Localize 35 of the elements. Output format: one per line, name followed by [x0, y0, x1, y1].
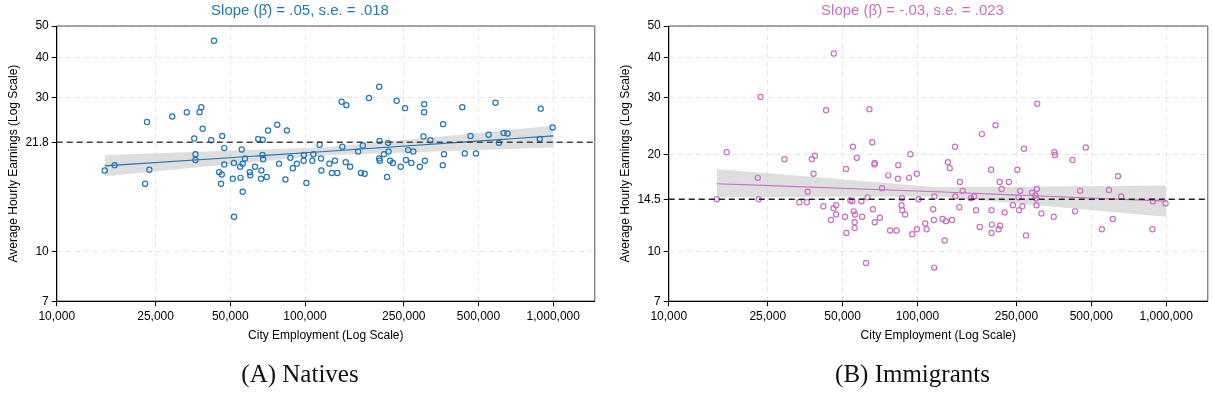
chart-title: Slope (β̂) = .05, s.e. = .018	[211, 1, 389, 19]
text: (A) Natives	[240, 360, 360, 388]
y-tick-label: 7	[654, 293, 662, 308]
y-axis-title: Average Hourly Earnings (Log Scale)	[5, 64, 20, 263]
x-tick-label: 100,000	[895, 308, 940, 323]
y-tick-label: 7	[42, 293, 50, 308]
x-axis-title: City Employment (Log Scale)	[860, 328, 1016, 343]
text: (B) Immigrants	[834, 360, 991, 388]
x-tick-label: 25,000	[749, 308, 787, 323]
x-tick-label: 10,000	[650, 308, 688, 323]
x-tick-label: 1,000,000	[1139, 308, 1194, 323]
y-tick-label: 30	[35, 89, 50, 104]
y-tick-label: 50	[35, 18, 50, 33]
y-tick-label: 40	[647, 49, 662, 64]
x-tick-label: 10,000	[38, 308, 76, 323]
y-tick-label: 40	[35, 49, 50, 64]
x-tick-label: 50,000	[824, 308, 862, 323]
chart-title: Slope (β̂) = -.03, s.e. = .023	[821, 1, 1004, 19]
x-tick-label: 25,000	[137, 308, 175, 323]
x-axis-title: City Employment (Log Scale)	[248, 328, 404, 343]
x-tick-label: 500,000	[1069, 308, 1114, 323]
y-tick-label: 10	[35, 243, 50, 258]
y-tick-label: 10	[647, 243, 662, 258]
y-tick-label: 21.8	[25, 134, 50, 149]
x-tick-label: 50,000	[211, 308, 249, 323]
x-tick-label: 500,000	[456, 308, 501, 323]
y-tick-label: 50	[647, 18, 662, 33]
y-tick-label: 30	[647, 89, 662, 104]
x-tick-label: 250,000	[382, 308, 426, 323]
x-tick-label: 250,000	[994, 308, 1039, 323]
y-tick-label: 14.5	[637, 191, 662, 206]
y-tick-label: 20	[647, 146, 662, 161]
y-axis-title: Average Hourly Earnings (Log Scale)	[617, 64, 632, 263]
x-tick-label: 100,000	[283, 308, 328, 323]
x-tick-label: 1,000,000	[526, 308, 581, 323]
